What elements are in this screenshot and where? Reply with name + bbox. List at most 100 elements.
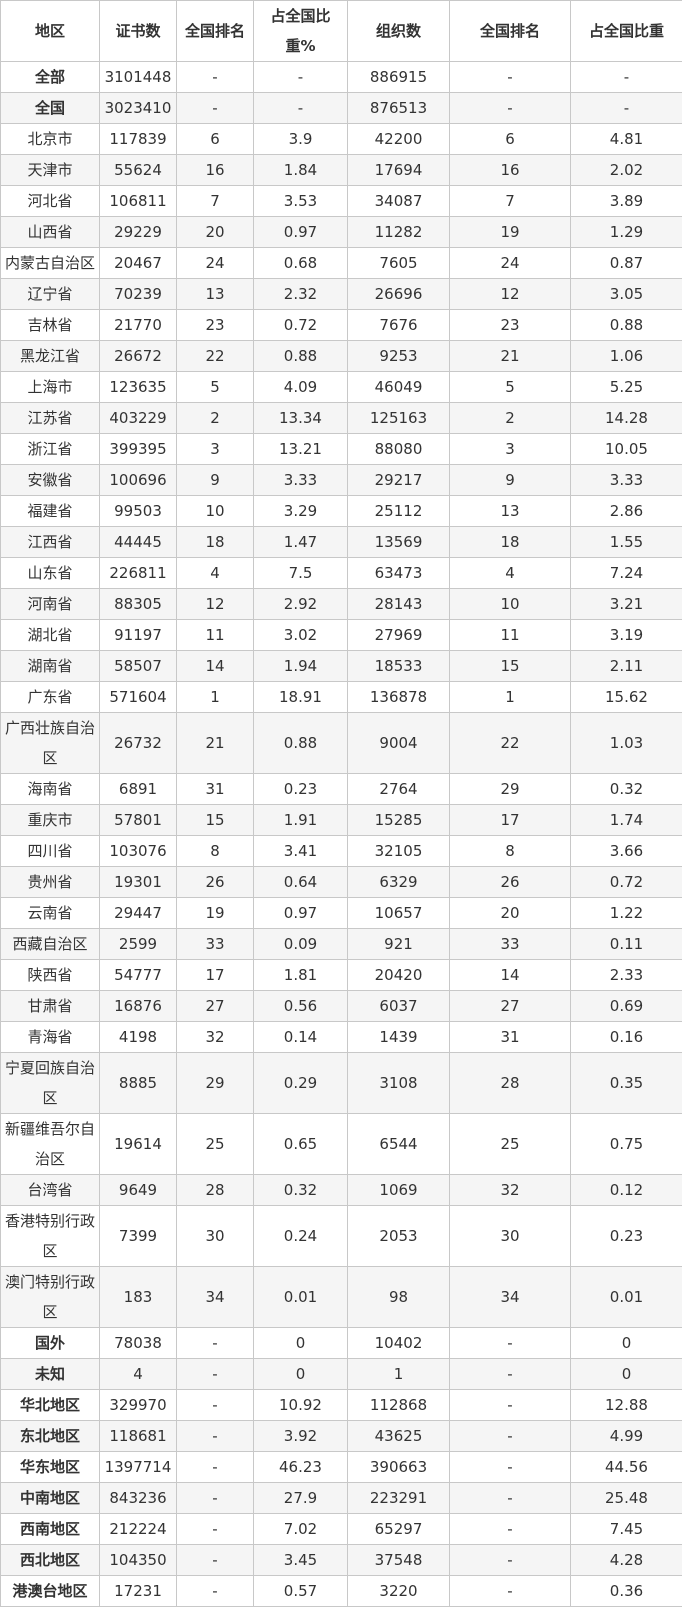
cell-certificate-share: 3.29: [254, 496, 348, 527]
cell-organization-count: 7605: [348, 248, 450, 279]
cell-organization-share: 10.05: [571, 434, 682, 465]
cell-certificate-count: 106811: [100, 186, 177, 217]
cell-certificate-rank: 1: [177, 682, 254, 713]
cell-organization-count: 88080: [348, 434, 450, 465]
cell-certificate-count: 3023410: [100, 93, 177, 124]
cell-certificate-count: 4: [100, 1359, 177, 1390]
cell-organization-share: 7.45: [571, 1514, 682, 1545]
cell-organization-share: 15.62: [571, 682, 682, 713]
cell-region: 全部: [1, 62, 100, 93]
cell-organization-rank: 11: [450, 620, 571, 651]
cell-organization-rank: 30: [450, 1206, 571, 1267]
cell-certificate-count: 21770: [100, 310, 177, 341]
cell-organization-rank: 5: [450, 372, 571, 403]
cell-certificate-share: -: [254, 93, 348, 124]
cell-certificate-share: 2.92: [254, 589, 348, 620]
cell-certificate-count: 44445: [100, 527, 177, 558]
cell-certificate-count: 70239: [100, 279, 177, 310]
cell-organization-rank: -: [450, 1576, 571, 1607]
cell-organization-count: 42200: [348, 124, 450, 155]
cell-organization-rank: 23: [450, 310, 571, 341]
cell-region: 澳门特别行政区: [1, 1267, 100, 1328]
cell-organization-count: 10402: [348, 1328, 450, 1359]
cell-organization-share: 0.88: [571, 310, 682, 341]
cell-organization-rank: 28: [450, 1053, 571, 1114]
cell-organization-rank: 31: [450, 1022, 571, 1053]
cell-certificate-count: 403229: [100, 403, 177, 434]
cell-certificate-count: 91197: [100, 620, 177, 651]
cell-organization-rank: -: [450, 1514, 571, 1545]
cell-certificate-rank: 15: [177, 805, 254, 836]
cell-organization-share: 3.19: [571, 620, 682, 651]
cell-region: 湖南省: [1, 651, 100, 682]
cell-certificate-count: 4198: [100, 1022, 177, 1053]
cell-region: 西藏自治区: [1, 929, 100, 960]
cell-certificate-share: 3.92: [254, 1421, 348, 1452]
cell-region: 上海市: [1, 372, 100, 403]
cell-organization-count: 3220: [348, 1576, 450, 1607]
cell-organization-rank: 15: [450, 651, 571, 682]
cell-certificate-count: 2599: [100, 929, 177, 960]
cell-certificate-rank: 33: [177, 929, 254, 960]
cell-certificate-rank: 19: [177, 898, 254, 929]
cell-certificate-rank: 25: [177, 1114, 254, 1175]
cell-organization-count: 63473: [348, 558, 450, 589]
cell-organization-share: 0.12: [571, 1175, 682, 1206]
cell-organization-rank: 6: [450, 124, 571, 155]
cell-organization-share: 2.02: [571, 155, 682, 186]
cell-certificate-share: 13.34: [254, 403, 348, 434]
cell-organization-count: 37548: [348, 1545, 450, 1576]
cell-certificate-count: 26732: [100, 713, 177, 774]
cell-organization-share: 0.11: [571, 929, 682, 960]
cell-organization-share: 0.75: [571, 1114, 682, 1175]
cell-organization-share: 0: [571, 1359, 682, 1390]
cell-certificate-share: 7.02: [254, 1514, 348, 1545]
cell-region: 福建省: [1, 496, 100, 527]
cell-certificate-count: 212224: [100, 1514, 177, 1545]
cell-organization-share: 0.72: [571, 867, 682, 898]
cell-organization-rank: 33: [450, 929, 571, 960]
cell-organization-rank: -: [450, 1545, 571, 1576]
cell-organization-share: 0.69: [571, 991, 682, 1022]
cell-certificate-count: 88305: [100, 589, 177, 620]
cell-certificate-rank: 21: [177, 713, 254, 774]
cell-organization-share: 0.16: [571, 1022, 682, 1053]
cell-region: 国外: [1, 1328, 100, 1359]
cell-certificate-rank: 12: [177, 589, 254, 620]
cell-certificate-rank: -: [177, 1576, 254, 1607]
cell-organization-count: 20420: [348, 960, 450, 991]
header-row: 地区 证书数 全国排名 占全国比重% 组织数 全国排名 占全国比重: [1, 1, 682, 62]
cell-certificate-rank: 3: [177, 434, 254, 465]
cell-region: 广东省: [1, 682, 100, 713]
header-region: 地区: [1, 1, 100, 62]
cell-certificate-share: 0.88: [254, 713, 348, 774]
cell-certificate-share: 0.01: [254, 1267, 348, 1328]
cell-certificate-rank: -: [177, 1545, 254, 1576]
cell-certificate-share: 0.72: [254, 310, 348, 341]
cell-organization-rank: 17: [450, 805, 571, 836]
cell-organization-count: 2764: [348, 774, 450, 805]
cell-certificate-share: 0.97: [254, 217, 348, 248]
cell-region: 西北地区: [1, 1545, 100, 1576]
cell-region: 山西省: [1, 217, 100, 248]
cell-certificate-rank: 6: [177, 124, 254, 155]
cell-region: 江西省: [1, 527, 100, 558]
cell-organization-rank: 9: [450, 465, 571, 496]
cell-organization-rank: -: [450, 1390, 571, 1421]
cell-certificate-count: 104350: [100, 1545, 177, 1576]
cell-certificate-count: 123635: [100, 372, 177, 403]
